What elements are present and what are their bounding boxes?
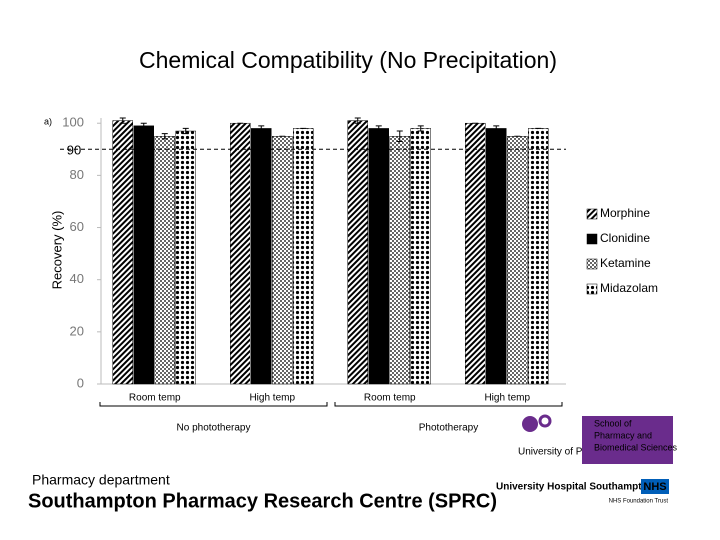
portsmouth-text: University of Portsmouth [518,447,627,458]
reference-label: 90 [67,143,81,158]
bar [293,128,314,385]
hospital-name: University Hospital Southampton [496,482,654,493]
error-bar [354,117,361,124]
department: Pharmacy department [32,472,170,488]
legend-label: Clonidine [600,231,650,245]
bar [251,128,272,385]
error-bar [396,130,403,142]
school-logo [582,416,673,464]
legend-label: Midazolam [600,281,658,295]
y-tick-label: 0 [77,375,84,390]
bar [347,120,368,385]
x-tick-label: Room temp [129,393,181,404]
legend-swatch [586,258,598,270]
centre-name: Southampton Pharmacy Research Centre (SP… [28,490,497,512]
y-tick-label: 60 [70,219,84,234]
school-text: Pharmacy and [594,430,652,440]
title: Chemical Compatibility (No Precipitation… [139,47,557,73]
group-bracket [334,402,563,407]
legend-swatch [586,283,598,295]
y-tick-label: 80 [70,167,84,182]
x-tick-label: Room temp [364,393,416,404]
x-tick-label: High temp [484,393,530,404]
y-tick-label: 20 [70,323,84,338]
bar [154,136,175,385]
trust-text: NHS Foundation Trust [609,499,669,505]
bar [410,128,431,385]
legend-label: Ketamine [600,256,651,270]
bar [486,128,507,385]
legend-swatch [586,233,598,245]
x-tick-label: High temp [249,393,295,404]
panel-label: a) [44,116,52,126]
bar [175,130,196,385]
error-bar [493,125,500,132]
bar [230,122,251,385]
bar [528,128,549,385]
y-tick-label: 100 [62,115,84,130]
group-label: No phototherapy [177,423,251,434]
error-bar [375,125,382,132]
error-bar [182,127,189,135]
error-bar [258,125,265,132]
bar [368,128,389,385]
bar [465,122,486,385]
bar [272,136,293,385]
y-tick-label: 40 [70,271,84,286]
bar [133,125,154,385]
error-bar [140,122,147,129]
error-bar [417,125,424,132]
legend-swatch [586,208,598,220]
bar [112,120,133,385]
error-bar [119,117,126,124]
portsmouth-logo: University of Portsmouth [518,414,627,458]
nhs-logo [641,479,669,494]
legend-label: Morphine [600,206,650,220]
y-axis-label: Recovery (%) [49,211,64,290]
nhs-text: NHS [643,481,666,493]
school-text: Biomedical Sciences [594,442,678,452]
group-label: Phototherapy [419,423,479,434]
error-bar [161,133,168,140]
school-text: School of [594,418,632,428]
group-bracket [99,402,328,407]
bar [507,136,528,385]
bar [389,136,410,385]
